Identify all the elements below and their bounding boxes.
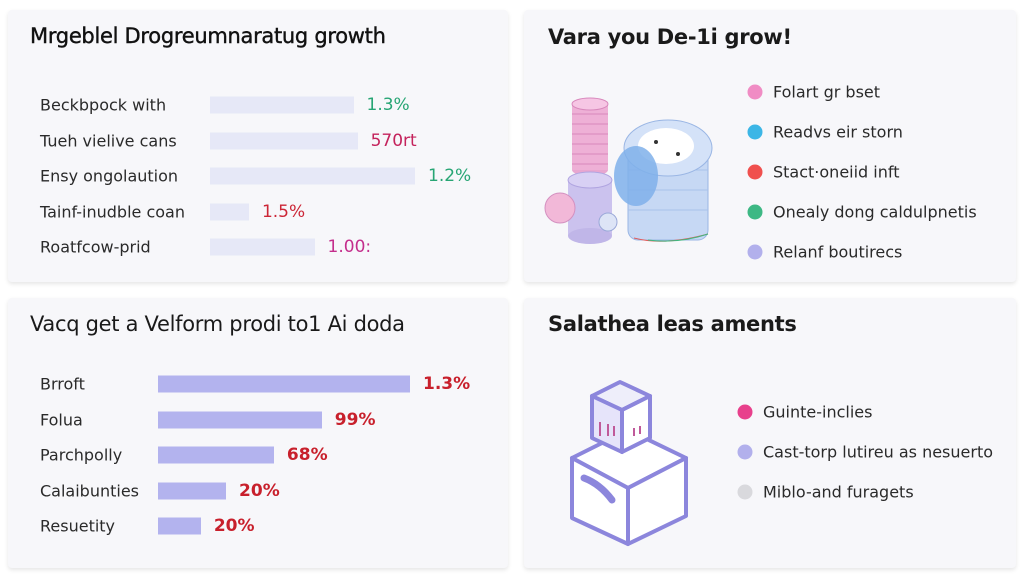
bar-category-label: Tueh vielive cans bbox=[40, 131, 177, 150]
bar bbox=[210, 238, 315, 256]
stacked-boxes-icon bbox=[570, 380, 688, 546]
card-growth: Mrgeblel Drogreumnaratug growth Beckbpoc… bbox=[8, 10, 508, 282]
bar bbox=[158, 482, 227, 499]
legend-dot bbox=[737, 444, 753, 460]
bar-value-label: 1.5% bbox=[261, 201, 306, 222]
bar-category-label: Roatfcow-prid bbox=[40, 237, 151, 257]
bar bbox=[158, 446, 274, 464]
bar-value-label: 68% bbox=[286, 445, 328, 465]
legend-dot bbox=[747, 244, 763, 260]
bar-value-label: 1.2% bbox=[428, 166, 472, 186]
legend-label: Onealy dong caldulpnetis bbox=[773, 202, 977, 222]
coin-stacks-icon bbox=[544, 97, 713, 244]
legend-label: Guinte-inclies bbox=[763, 402, 873, 422]
bar bbox=[210, 132, 358, 149]
card-title: Vara you De-1i grow! bbox=[548, 25, 792, 49]
legend-label: Folart gr bset bbox=[773, 82, 881, 102]
bar bbox=[210, 203, 249, 220]
bar-category-label: Parchpolly bbox=[40, 445, 123, 465]
bar-category-label: Brroft bbox=[40, 374, 85, 394]
legend-label: Readvs eir storn bbox=[773, 122, 903, 142]
bar-value-label: 20% bbox=[213, 516, 255, 536]
bar bbox=[158, 375, 410, 393]
bar bbox=[210, 167, 415, 185]
card-title: Vacq get a Velform prodi to1 Ai doda bbox=[30, 312, 405, 336]
card-title: Mrgeblel Drogreumnaratug growth bbox=[30, 24, 386, 48]
legend-dot bbox=[747, 164, 763, 180]
legend-label: Relanf boutirecs bbox=[773, 242, 903, 262]
bar bbox=[158, 517, 201, 535]
legend-label: Cast-torp lutireu as nesuerto bbox=[763, 442, 994, 462]
bar-value-label: 20% bbox=[239, 480, 280, 501]
card-amenities: Salathea leas aments Guinte-inclies Cast-… bbox=[524, 298, 1016, 568]
bar-value-label: 1.00: bbox=[327, 237, 372, 257]
bar-category-label: Folua bbox=[40, 410, 83, 429]
card-title: Salathea leas aments bbox=[548, 312, 797, 336]
legend-dot bbox=[747, 84, 763, 100]
legend-dot bbox=[747, 204, 763, 220]
bar-value-label: 570rt bbox=[370, 130, 417, 151]
legend-label: Stact·oneiid inft bbox=[773, 162, 900, 182]
card-grow: Vara you De-1i grow! Folart gr bset Readv… bbox=[524, 10, 1016, 282]
bar-category-label: Tainf-inudble coan bbox=[40, 202, 185, 221]
bar bbox=[158, 411, 322, 428]
bar-category-label: Calaibunties bbox=[40, 481, 140, 500]
legend-dot bbox=[737, 484, 753, 500]
legend-dot bbox=[747, 124, 763, 140]
bar bbox=[210, 96, 354, 114]
bar-category-label: Ensy ongolaution bbox=[40, 166, 179, 186]
bar-value-label: 1.3% bbox=[423, 374, 471, 394]
bar-category-label: Resuetity bbox=[40, 516, 116, 536]
legend-dot bbox=[737, 404, 753, 420]
bar-category-label: Beckbpock with bbox=[40, 95, 167, 115]
legend-label: Miblo-and furagets bbox=[763, 482, 914, 502]
card-platform: Vacq get a Velform prodi to1 Ai doda Brr… bbox=[8, 298, 508, 568]
bar-value-label: 1.3% bbox=[366, 95, 410, 115]
bar-value-label: 99% bbox=[334, 409, 376, 430]
